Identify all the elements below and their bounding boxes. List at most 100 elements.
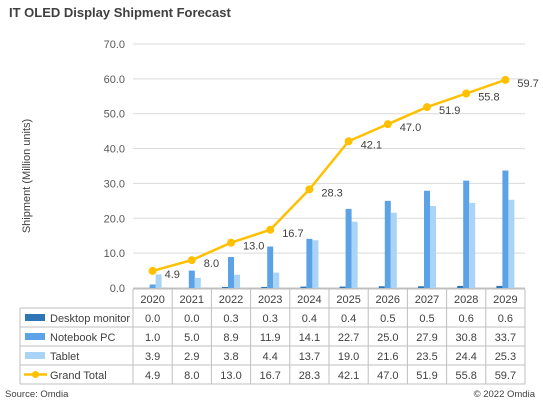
grand-total-data-label: 28.3 [321,187,342,199]
bar-desktop-monitor [418,286,424,288]
table-cell: 13.0 [220,370,241,382]
bar-tablet [312,240,319,288]
data-table: 2020 2021 2022 2023 2024 2025 2026 2027 2028 2029… [19,288,526,385]
y-tick-label: 10.0 [104,248,125,260]
x-tick-label: 2021 [180,294,204,306]
y-axis-ticks: 0.0 10.0 20.0 30.0 40.0 50.0 60.0 70.0 [104,39,125,295]
table-cell: 0.0 [145,313,160,325]
table-cell: 0.6 [498,313,513,325]
grand-total-data-label: 16.7 [282,228,303,240]
bar-tablet [351,221,358,288]
bar-tablet [508,199,515,288]
table-cell: 0.5 [419,313,434,325]
bar-notebook-pc [306,238,313,288]
y-tick-label: 0.0 [110,283,125,295]
bar-tablet [390,212,397,288]
x-tick-label: 2022 [219,294,243,306]
chart-title: IT OLED Display Shipment Forecast [9,5,231,20]
table-cell: 3.8 [223,351,238,363]
table-cell: 0.6 [459,313,474,325]
grand-total-data-label: 8.0 [204,258,219,270]
table-cell: 14.1 [299,332,320,344]
y-tick-label: 40.0 [104,144,125,156]
table-cell: 3.9 [145,351,160,363]
bar-tablet [273,272,280,288]
bar-tablet [430,206,436,288]
legend-label: Tablet [50,351,79,363]
table-cell: 42.1 [338,370,359,382]
table-cell: 59.7 [495,370,516,382]
bar-notebook-pc [463,180,470,288]
bar-notebook-pc [384,200,391,288]
legend-label: Notebook PC [50,332,115,344]
table-cell: 8.9 [223,332,238,344]
grand-total-point [148,266,157,275]
legend-key-tablet [25,352,45,359]
y-tick-label: 30.0 [104,178,125,190]
bar-notebook-pc [502,170,509,288]
bar-tablet [469,202,476,288]
x-tick-label: 2025 [336,294,360,306]
bar-tablet [194,277,201,288]
bar-desktop-monitor [378,286,385,288]
bar-desktop-monitor [457,285,464,288]
table-cell: 4.9 [145,370,160,382]
table-cell: 0.4 [302,313,317,325]
table-cell: 30.8 [455,332,476,344]
grand-total-data-label: 4.9 [165,269,180,281]
table-cell: 2.9 [184,351,199,363]
table-cell: 28.3 [299,370,320,382]
bar-desktop-monitor [261,286,268,288]
table-cell: 55.8 [455,370,476,382]
bar-notebook-pc [188,270,195,288]
bar-tablet [234,274,240,288]
grand-total-data-label: 59.7 [517,78,538,90]
table-cell: 51.9 [416,370,437,382]
grand-total-data-label: 47.0 [400,122,421,134]
bar-desktop-monitor [300,286,307,288]
y-tick-label: 50.0 [104,109,125,121]
grand-total-data-label: 42.1 [361,139,382,151]
grand-total-point [305,185,314,194]
x-tick-label: 2027 [415,294,439,306]
table-cell: 11.9 [260,332,281,344]
grand-total-point [423,103,431,112]
x-tick-label: 2024 [297,294,321,306]
y-tick-label: 70.0 [104,39,125,51]
table-cell: 24.4 [455,351,476,363]
table-cell: 0.5 [380,313,395,325]
table-cell: 1.0 [145,332,160,344]
bar-notebook-pc [424,190,430,288]
bar-desktop-monitor [496,285,503,288]
table-cell: 22.7 [338,332,359,344]
grand-total-data-label: 13.0 [243,241,264,253]
y-tick-label: 60.0 [104,74,125,86]
table-cell: 27.9 [416,332,437,344]
table-cell: 5.0 [184,332,199,344]
grand-total-line: 4.9 8.0 13.0 16.7 28.3 42.1 47.0 51.9 55.8 59.7 [148,75,539,281]
bar-tablet [155,274,162,288]
copyright-note: © 2022 Omdia [473,389,535,400]
table-cell: 23.5 [416,351,437,363]
x-tick-label: 2020 [140,294,164,306]
table-cell: 19.0 [338,351,359,363]
bar-desktop-monitor [222,286,228,288]
grand-total-point [266,225,275,234]
table-cell: 21.6 [377,351,398,363]
table-cell: 8.0 [184,370,199,382]
bar-notebook-pc [228,256,234,288]
bar-desktop-monitor [339,286,346,288]
grand-total-point [187,256,196,265]
x-tick-label: 2028 [454,294,478,306]
grand-total-point [383,120,392,129]
grand-total-point [227,238,235,247]
bar-notebook-pc [149,284,156,288]
table-cell: 0.4 [341,313,356,325]
table-cell: 13.7 [299,351,320,363]
table-cell: 0.3 [223,313,238,325]
bar-notebook-pc [345,208,352,288]
table-cell: 16.7 [259,370,280,382]
bars [149,170,515,288]
table-cell: 0.3 [263,313,278,325]
